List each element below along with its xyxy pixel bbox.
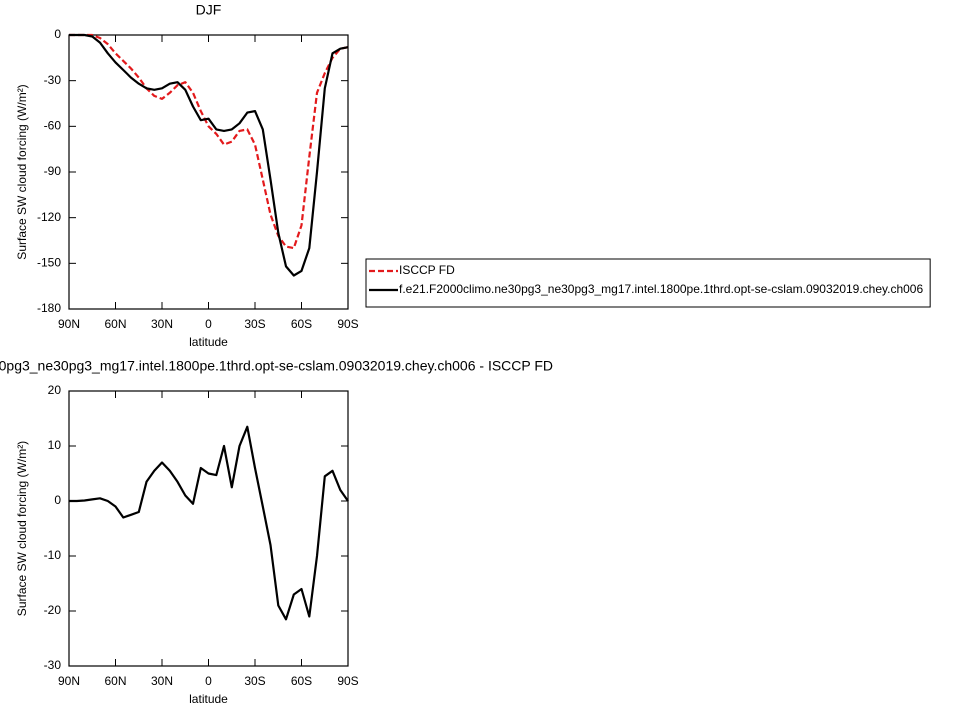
y-tick-label: -10 (44, 548, 62, 562)
x-tick-label: 30S (244, 317, 265, 331)
plot-frame (68, 34, 349, 310)
y-axis-label: Surface SW cloud forcing (W/m²) (15, 441, 29, 616)
y-tick-label: -150 (37, 256, 61, 270)
y-tick-label: 10 (48, 438, 62, 452)
x-tick-label: 60N (104, 317, 126, 331)
x-tick-label: 0 (205, 317, 212, 331)
x-tick-label: 90S (337, 317, 358, 331)
y-tick-label: -60 (44, 119, 62, 133)
y-tick-label: 0 (54, 493, 61, 507)
x-tick-label: 60S (291, 674, 312, 688)
y-tick-label: -90 (44, 164, 62, 178)
x-tick-label: 0 (205, 674, 212, 688)
y-axis-label: Surface SW cloud forcing (W/m²) (15, 84, 29, 259)
x-tick-label: 90S (337, 674, 358, 688)
y-tick-label: -120 (37, 210, 61, 224)
x-tick-label: 90N (58, 317, 80, 331)
chart-title: DJF (196, 2, 222, 18)
x-axis-label: latitude (189, 692, 228, 706)
x-tick-label: 30N (151, 674, 173, 688)
x-tick-label: 90N (58, 674, 80, 688)
data-line (69, 33, 349, 250)
data-line (69, 33, 349, 277)
x-tick-label: 30N (151, 317, 173, 331)
y-tick-label: 20 (48, 383, 62, 397)
legend-box (365, 258, 931, 308)
y-tick-label: -30 (44, 658, 62, 672)
plot-frame (68, 390, 349, 667)
x-tick-label: 30S (244, 674, 265, 688)
x-tick-label: 60N (104, 674, 126, 688)
y-tick-label: -180 (37, 301, 61, 315)
chart-title: f.e21.F2000climo.ne30pg3_ne30pg3_mg17.in… (0, 358, 553, 374)
x-tick-label: 60S (291, 317, 312, 331)
legend-label: ISCCP FD (399, 263, 455, 277)
y-tick-label: -20 (44, 603, 62, 617)
x-axis-label: latitude (189, 335, 228, 349)
y-tick-label: 0 (54, 27, 61, 41)
data-line (69, 425, 349, 621)
legend-label: f.e21.F2000climo.ne30pg3_ne30pg3_mg17.in… (399, 282, 923, 296)
y-tick-label: -30 (44, 73, 62, 87)
